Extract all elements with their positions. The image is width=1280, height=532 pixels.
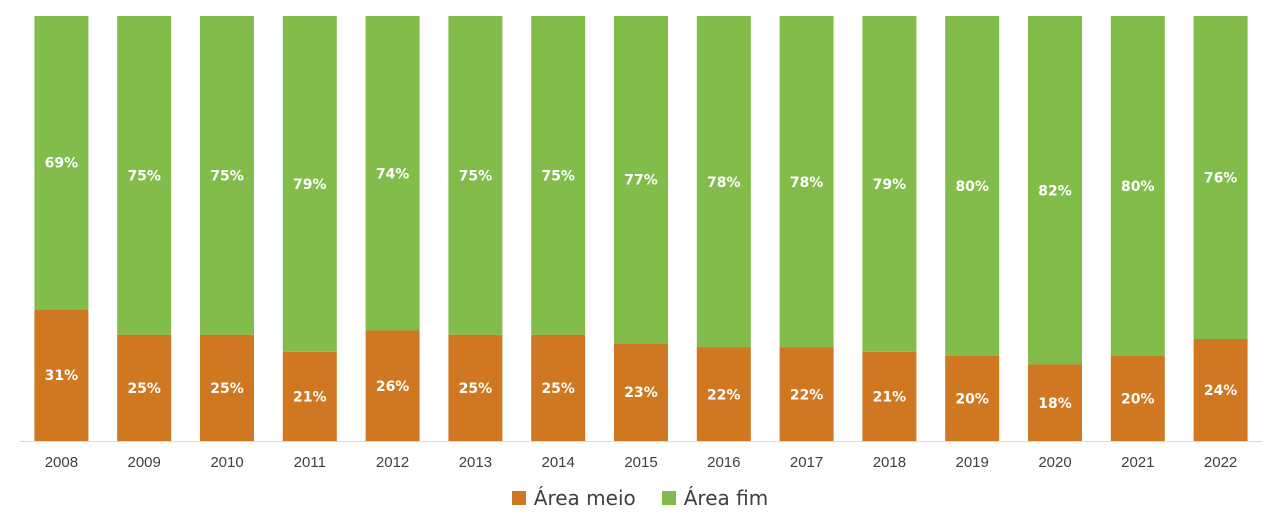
- bar-area-meio-2022: [1193, 339, 1248, 441]
- data-label-area-fim-2015: 77%: [624, 173, 658, 189]
- bar-area-meio-2019: [945, 356, 1000, 441]
- bar-area-fim-2018: [862, 16, 917, 352]
- bar-area-fim-2021: [1110, 16, 1165, 356]
- data-label-area-meio-2016: 22%: [707, 387, 741, 403]
- legend-swatch-area-fim: [661, 491, 676, 505]
- x-tick-label-2013: 2013: [459, 454, 492, 471]
- x-tick-label-2010: 2010: [210, 454, 243, 471]
- bar-area-fim-2010: [200, 16, 254, 335]
- x-tick-label-2021: 2021: [1121, 454, 1154, 471]
- legend: Área meio Área fim: [0, 486, 1280, 510]
- bar-area-meio-2013: [448, 334, 503, 441]
- data-label-area-fim-2010: 75%: [210, 168, 244, 184]
- data-label-area-meio-2014: 25%: [541, 381, 575, 397]
- x-tick-label-2017: 2017: [790, 454, 823, 471]
- bar-area-fim-2022: [1193, 16, 1248, 339]
- bar-area-meio-2009: [117, 334, 172, 441]
- bar-area-fim-2009: [117, 16, 172, 335]
- bar-area-meio-2015: [614, 343, 668, 441]
- data-label-area-fim-2021: 80%: [1121, 179, 1155, 195]
- legend-label-area-meio: Área meio: [533, 486, 636, 510]
- stacked-bar-chart: 31% 69% 25% 75% 25% 75% 21% 79% 26% 74% 25% 75% 25% 7…: [20, 16, 1262, 471]
- x-tick-label-2019: 2019: [956, 454, 989, 471]
- x-axis-ticks: 2008 2009 2010 2011 2012 2013 2014 2015 2016 2017…: [45, 454, 1238, 471]
- x-tick-label-2012: 2012: [376, 454, 409, 471]
- bar-area-fim-2012: [365, 16, 420, 331]
- data-label-area-meio-2019: 20%: [955, 392, 989, 408]
- bar-area-meio-2011: [282, 351, 337, 441]
- data-label-area-fim-2008: 69%: [45, 156, 79, 172]
- data-label-area-fim-2019: 80%: [955, 179, 989, 195]
- data-label-area-fim-2014: 75%: [541, 168, 575, 184]
- bar-area-fim-2013: [448, 16, 503, 335]
- bar-area-meio-2012: [365, 330, 420, 441]
- data-label-area-fim-2011: 79%: [293, 177, 327, 193]
- data-label-area-fim-2022: 76%: [1204, 171, 1238, 187]
- data-label-area-meio-2015: 23%: [624, 385, 658, 401]
- data-label-area-meio-2011: 21%: [293, 389, 327, 405]
- data-label-area-fim-2017: 78%: [790, 175, 824, 191]
- bar-area-meio-2008: [34, 309, 89, 441]
- data-label-area-fim-2018: 79%: [873, 177, 907, 193]
- x-tick-label-2014: 2014: [542, 454, 575, 471]
- legend-swatch-area-meio: [511, 491, 526, 505]
- legend-item-area-fim: Área fim: [661, 486, 769, 510]
- data-label-area-meio-2020: 18%: [1038, 396, 1072, 412]
- x-tick-label-2020: 2020: [1038, 454, 1071, 471]
- bar-area-meio-2020: [1028, 364, 1082, 441]
- x-tick-label-2011: 2011: [294, 454, 326, 471]
- x-tick-label-2015: 2015: [624, 454, 657, 471]
- bar-area-fim-2017: [779, 16, 834, 348]
- legend-label-area-fim: Área fim: [683, 486, 769, 510]
- data-label-area-fim-2013: 75%: [459, 168, 493, 184]
- bar-area-fim-2014: [531, 16, 586, 335]
- data-label-area-meio-2008: 31%: [45, 368, 79, 384]
- bar-area-meio-2018: [862, 351, 917, 441]
- bar-area-fim-2019: [945, 16, 1000, 356]
- data-label-area-meio-2009: 25%: [127, 381, 161, 397]
- data-label-area-fim-2012: 74%: [376, 166, 410, 182]
- x-tick-label-2018: 2018: [873, 454, 906, 471]
- data-label-area-fim-2016: 78%: [707, 175, 741, 191]
- bar-area-fim-2011: [282, 16, 337, 352]
- bar-area-meio-2016: [696, 347, 751, 441]
- data-label-area-meio-2017: 22%: [790, 387, 824, 403]
- bar-area-fim-2020: [1028, 16, 1082, 365]
- bars-layer: 31% 69% 25% 75% 25% 75% 21% 79% 26% 74% 25% 75% 25% 7…: [34, 16, 1248, 441]
- x-tick-label-2008: 2008: [45, 454, 78, 471]
- x-tick-label-2022: 2022: [1204, 454, 1237, 471]
- legend-item-area-meio: Área meio: [511, 486, 636, 510]
- bar-area-meio-2017: [779, 347, 834, 441]
- bar-area-meio-2014: [531, 334, 586, 441]
- data-label-area-meio-2013: 25%: [459, 381, 493, 397]
- x-tick-label-2016: 2016: [707, 454, 740, 471]
- bar-area-fim-2008: [34, 16, 89, 310]
- data-label-area-fim-2009: 75%: [127, 168, 161, 184]
- data-label-area-meio-2021: 20%: [1121, 392, 1155, 408]
- data-label-area-meio-2012: 26%: [376, 379, 410, 395]
- data-label-area-meio-2022: 24%: [1204, 383, 1238, 399]
- bar-area-meio-2021: [1110, 356, 1165, 441]
- bar-area-fim-2015: [614, 16, 668, 344]
- data-label-area-meio-2010: 25%: [210, 381, 244, 397]
- x-tick-label-2009: 2009: [128, 454, 161, 471]
- bar-area-meio-2010: [200, 334, 254, 441]
- bar-area-fim-2016: [696, 16, 751, 348]
- data-label-area-meio-2018: 21%: [873, 389, 907, 405]
- data-label-area-fim-2020: 82%: [1038, 183, 1072, 199]
